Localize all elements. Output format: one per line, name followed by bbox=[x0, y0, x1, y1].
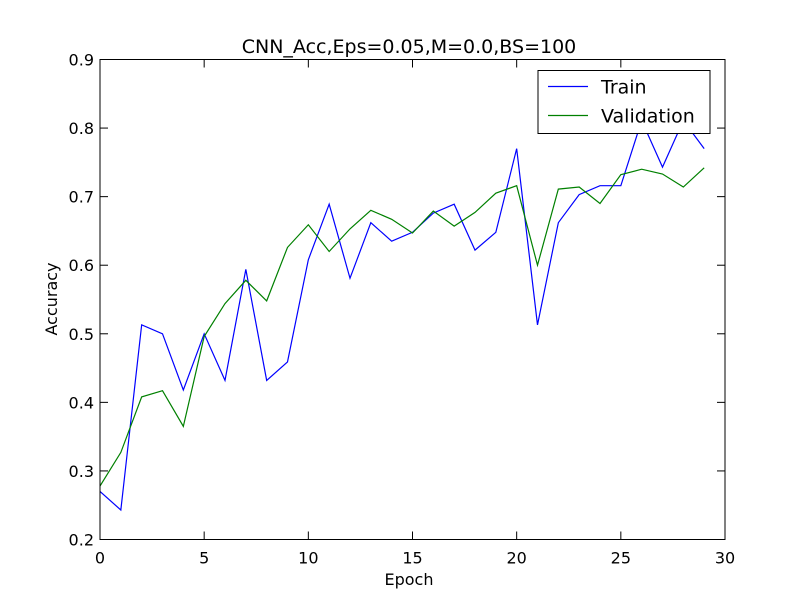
legend: Train Validation bbox=[537, 70, 711, 134]
x-axis-label: Epoch bbox=[385, 570, 434, 589]
x-tick-label: 10 bbox=[298, 549, 318, 568]
legend-box bbox=[537, 70, 711, 134]
x-tick-label: 0 bbox=[95, 549, 105, 568]
x-tick-label: 15 bbox=[402, 549, 422, 568]
series-line-validation bbox=[100, 167, 705, 487]
chart-title: CNN_Acc,Eps=0.05,M=0.0,BS=100 bbox=[242, 36, 577, 58]
y-tick-label: 0.7 bbox=[69, 188, 94, 207]
legend-label-validation: Validation bbox=[601, 106, 695, 128]
y-tick-label: 0.8 bbox=[69, 119, 94, 138]
y-tick-label: 0.5 bbox=[69, 325, 94, 344]
x-tick-label: 20 bbox=[506, 549, 526, 568]
y-tick-label: 0.9 bbox=[69, 51, 94, 70]
y-tick-label: 0.4 bbox=[69, 393, 94, 412]
x-tick-label: 5 bbox=[199, 549, 209, 568]
y-tick-label: 0.6 bbox=[69, 256, 94, 275]
x-tick-label: 30 bbox=[715, 549, 735, 568]
legend-label-train: Train bbox=[600, 77, 647, 99]
plot-area bbox=[100, 118, 705, 512]
y-tick-label: 0.2 bbox=[69, 531, 94, 550]
series-line-train bbox=[100, 118, 705, 512]
y-tick-label: 0.3 bbox=[69, 462, 94, 481]
x-tick-label: 25 bbox=[611, 549, 631, 568]
y-axis-label: Accuracy bbox=[42, 262, 61, 335]
